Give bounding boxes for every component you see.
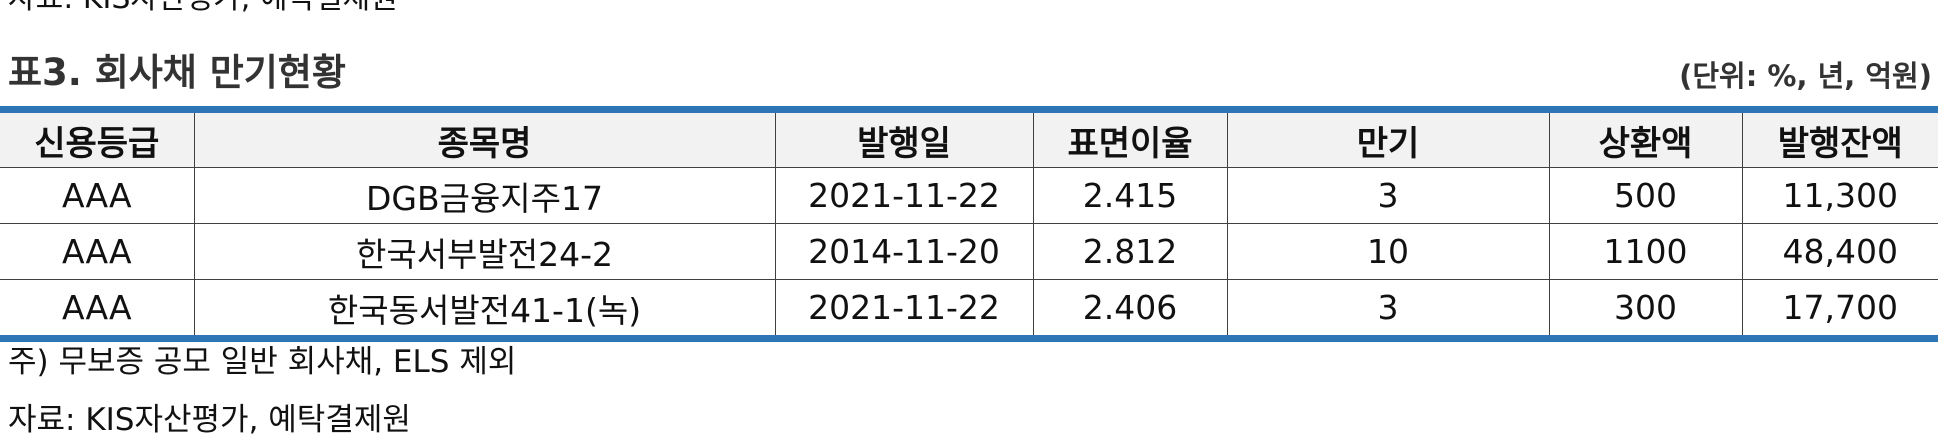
header-maturity: 만기: [1226, 109, 1549, 168]
cell-maturity: 3: [1226, 167, 1549, 224]
table-row: AAA DGB금융지주17 2021-11-22 2.415 3 500 11,…: [0, 167, 1938, 224]
header-issue-name: 종목명: [193, 109, 775, 168]
cell-outstanding-amount: 11,300: [1741, 167, 1938, 224]
source-text: 자료: KIS자산평가, 예탁결제원: [8, 402, 411, 438]
table-row: AAA 한국동서발전41-1(녹) 2021-11-22 2.406 3 300…: [0, 279, 1938, 339]
previous-source-note: 자료: KIS자산평가, 예탁결제원: [8, 0, 398, 14]
table-title: 표3. 회사채 만기현황: [8, 51, 346, 94]
cell-redemption-amount: 300: [1548, 279, 1742, 339]
unit-label: (단위: %, 년, 억원): [1679, 59, 1932, 93]
cell-credit-rating: AAA: [0, 223, 194, 280]
header-redemption-amount: 상환액: [1548, 109, 1742, 168]
cell-issue-date: 2021-11-22: [774, 167, 1033, 224]
table-row: AAA 한국서부발전24-2 2014-11-20 2.812 10 1100 …: [0, 223, 1938, 280]
cell-issue-name: 한국동서발전41-1(녹): [193, 279, 775, 339]
cell-maturity: 10: [1226, 223, 1549, 280]
cell-redemption-amount: 500: [1548, 167, 1742, 224]
cell-coupon-rate: 2.406: [1032, 279, 1227, 339]
cell-outstanding-amount: 17,700: [1741, 279, 1938, 339]
table-title-row: 표3. 회사채 만기현황 (단위: %, 년, 억원): [0, 48, 1938, 98]
cell-issue-name: DGB금융지주17: [193, 167, 775, 224]
cell-issue-name: 한국서부발전24-2: [193, 223, 775, 280]
cell-credit-rating: AAA: [61, 176, 132, 215]
footnote-text: 주) 무보증 공모 일반 회사채, ELS 제외: [8, 344, 517, 380]
cell-coupon-rate: 2.415: [1032, 167, 1227, 224]
header-credit-rating: 신용등급: [0, 109, 194, 168]
table-header-row: 신용등급 종목명 발행일 표면이율 만기 상환액 발행잔액: [0, 109, 1938, 168]
cell-credit-rating: AAA: [0, 279, 194, 339]
bond-maturity-table-wrapper: 신용등급 종목명 발행일 표면이율 만기 상환액 발행잔액 AAA DGB금융지…: [0, 106, 1938, 342]
cell-issue-date: 2021-11-22: [774, 279, 1033, 339]
cell-outstanding-amount: 48,400: [1741, 223, 1938, 280]
cell-maturity: 3: [1226, 279, 1549, 339]
header-issue-date: 발행일: [774, 109, 1033, 168]
header-outstanding-amount: 발행잔액: [1741, 109, 1938, 168]
bond-maturity-table: 신용등급 종목명 발행일 표면이율 만기 상환액 발행잔액 AAA DGB금융지…: [0, 106, 1938, 342]
header-coupon-rate: 표면이율: [1032, 109, 1227, 168]
cell-redemption-amount: 1100: [1548, 223, 1742, 280]
cell-coupon-rate: 2.812: [1032, 223, 1227, 280]
cell-issue-date: 2014-11-20: [774, 223, 1033, 280]
